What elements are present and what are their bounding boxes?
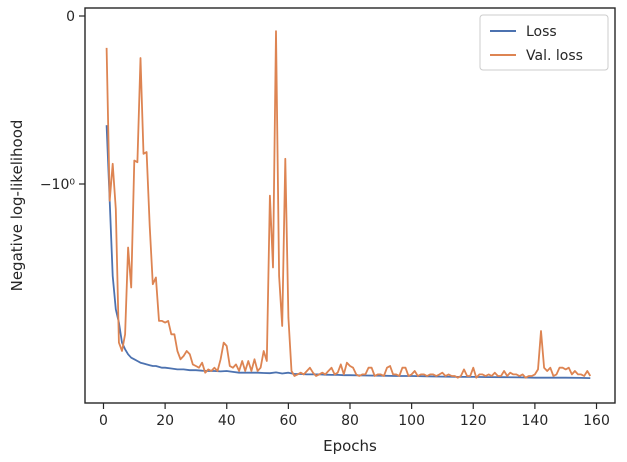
- series-line-1: [105, 30, 592, 379]
- legend-label-loss: Loss: [526, 24, 557, 40]
- x-tick-label: 160: [583, 413, 610, 429]
- x-ticks: 0 20 40 60 80 100 120 140 160: [99, 403, 610, 429]
- legend-box: [479, 14, 609, 71]
- x-tick-label: 120: [460, 413, 487, 429]
- legend-label-val-loss: Val. loss: [526, 48, 583, 64]
- y-tick-label: 0: [66, 9, 75, 25]
- series-line-0: [105, 125, 591, 379]
- legend: Loss Val. loss: [479, 14, 609, 71]
- x-tick-label: 100: [398, 413, 425, 429]
- y-tick-label: −10⁰: [40, 177, 76, 193]
- x-tick-label: 40: [218, 413, 236, 429]
- x-tick-label: 0: [99, 413, 108, 429]
- series-layer: [105, 30, 592, 379]
- x-tick-label: 140: [522, 413, 549, 429]
- y-ticks: 0 −10⁰: [40, 9, 85, 193]
- x-tick-label: 20: [156, 413, 174, 429]
- x-axis-label: Epochs: [323, 437, 377, 455]
- x-tick-label: 60: [279, 413, 297, 429]
- x-tick-label: 80: [341, 413, 359, 429]
- y-axis-label: Negative log-likelihood: [8, 120, 26, 292]
